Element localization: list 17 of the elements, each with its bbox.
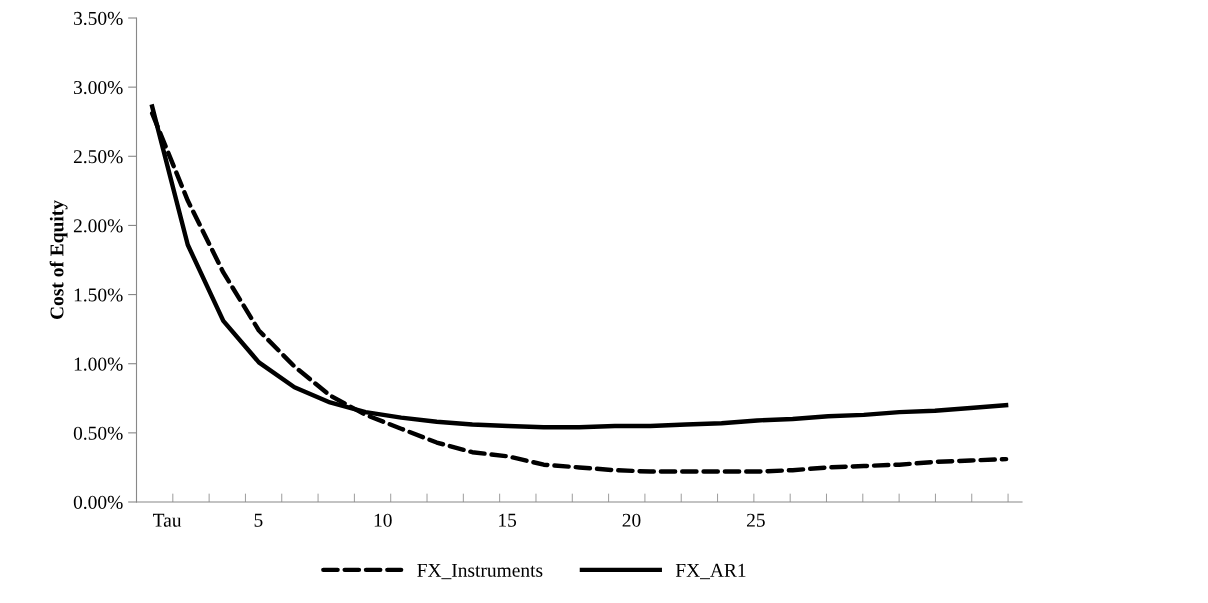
- y-axis-title: Cost of Equity: [49, 200, 68, 320]
- x-tick-label: 5: [254, 513, 263, 527]
- legend-label: FX_Instruments: [417, 563, 543, 580]
- x-tick-label: 10: [374, 513, 392, 527]
- y-tick-label: 2.00%: [73, 219, 123, 233]
- y-tick-label: 0.00%: [73, 495, 123, 510]
- y-tick-label: 1.00%: [74, 357, 123, 371]
- x-tick-label: 15: [499, 513, 517, 527]
- legend-label: FX_AR1: [675, 563, 746, 580]
- y-tick-label: 2.50%: [73, 150, 123, 164]
- y-tick-label: 0.50%: [73, 426, 123, 440]
- y-tick-label: 3.00%: [74, 80, 123, 95]
- x-tick-label: 20: [622, 513, 641, 527]
- y-tick-label: 1.50%: [74, 288, 123, 302]
- y-tick-label: 3.50%: [74, 11, 123, 26]
- x-tick-label: Tau: [153, 513, 182, 527]
- x-tick-label: 25: [746, 513, 765, 527]
